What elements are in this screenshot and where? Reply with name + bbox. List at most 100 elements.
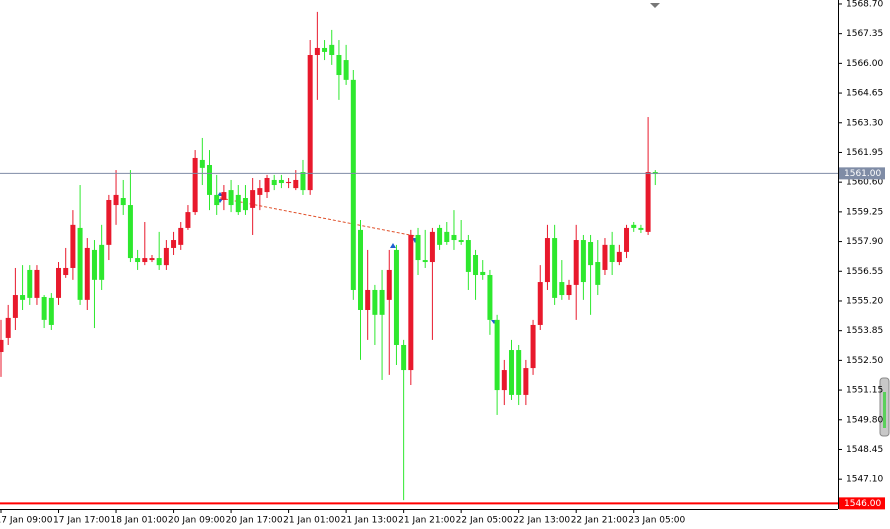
candle-body [393,249,399,345]
candle-body [365,289,371,310]
x-tick-label: 23 Jan 05:00 [628,516,685,526]
price-label: 1546.00 [844,499,881,509]
candle-body [221,192,227,200]
candle-body [300,172,306,191]
y-tick-label: 1561.95 [846,148,883,158]
scroll-widget[interactable] [879,377,890,437]
candle-body [91,249,97,280]
candle-body [149,258,155,261]
y-tick-label: 1549.80 [846,415,883,425]
candle-body [250,190,256,208]
candle-body [573,240,579,285]
candle-body [609,244,615,263]
candle-body [336,55,342,76]
candle-body [552,238,558,298]
candle-body [0,339,4,353]
x-tick-label: 20 Jan 17:00 [226,516,283,526]
candle-body [473,254,479,276]
y-tick-label: 1548.45 [846,445,883,455]
candle-body [163,247,169,266]
y-tick-label: 1556.55 [846,267,883,277]
candle-body [465,240,471,272]
candle-body [70,224,76,268]
candle-body [588,242,594,266]
candle-body [451,234,457,241]
candle-body [257,188,263,195]
y-tick-label: 1559.25 [846,207,883,217]
candle-body [178,227,184,245]
candle-body [27,269,33,298]
y-tick-label: 1560.60 [846,178,883,188]
candle-body [77,227,83,300]
price-label-box [839,497,885,510]
candle-body [329,44,335,56]
candle-body [645,172,651,232]
y-tick-label: 1551.15 [846,386,883,396]
x-tick-label: 22 Jan 21:00 [571,516,628,526]
candle-body [199,159,205,168]
candle-body [386,269,392,300]
y-tick-label: 1567.35 [846,29,883,39]
candle-body [358,229,363,310]
candle-body [501,370,507,391]
y-tick-label: 1555.20 [846,296,883,306]
candle-body [314,47,320,56]
candle-body [580,240,586,283]
candle-body [494,319,500,391]
y-tick-label: 1553.85 [846,326,883,336]
candle-body [401,344,407,371]
candle-body [135,258,141,263]
candle-body [379,289,385,315]
trade-arrow [390,243,396,248]
candle-body [41,297,47,320]
candle-body [278,179,284,184]
candle-body [271,179,277,186]
candle-body [242,198,248,211]
candle-body [235,194,241,213]
candle-body [5,317,11,338]
candle-body [523,368,529,395]
candle-body [106,199,112,245]
x-tick-label: 17 Jan 09:00 [0,516,53,526]
candle-body [293,179,299,189]
candle-body [559,282,565,296]
candle-body [624,227,630,252]
candle-body [171,240,177,248]
candle-body [516,350,522,395]
candle-body [508,350,514,395]
candle-body [458,240,464,243]
x-tick-label: 20 Jan 09:00 [168,516,225,526]
candle-body [20,295,26,300]
candle-body [480,271,486,276]
candle-body [415,234,421,261]
x-tick-label: 18 Jan 01:00 [111,516,168,526]
price-label: 1561.00 [844,169,881,179]
candle-body [544,238,550,283]
x-tick-label: 21 Jan 13:00 [341,516,398,526]
candle-body [616,251,622,263]
candle-body [214,194,220,206]
candle-body [156,258,162,266]
candle-body [127,205,133,259]
candle-body [228,190,234,206]
candle-body [638,227,644,230]
candle-body [631,224,637,228]
y-tick-label: 1564.65 [846,89,883,99]
x-tick-label: 21 Jan 01:00 [283,516,340,526]
candle-body [286,181,292,184]
candle-body [537,282,543,325]
trade-line [219,197,416,237]
x-tick-label: 21 Jan 21:00 [398,516,455,526]
candle-body [408,234,414,371]
candle-body [48,297,54,325]
candle-body [602,244,608,270]
candle-body [437,227,443,245]
candle-body [84,247,90,300]
candle-body [429,231,435,263]
candle-body [264,177,270,193]
candle-body [120,198,126,206]
candle-body [34,269,40,298]
